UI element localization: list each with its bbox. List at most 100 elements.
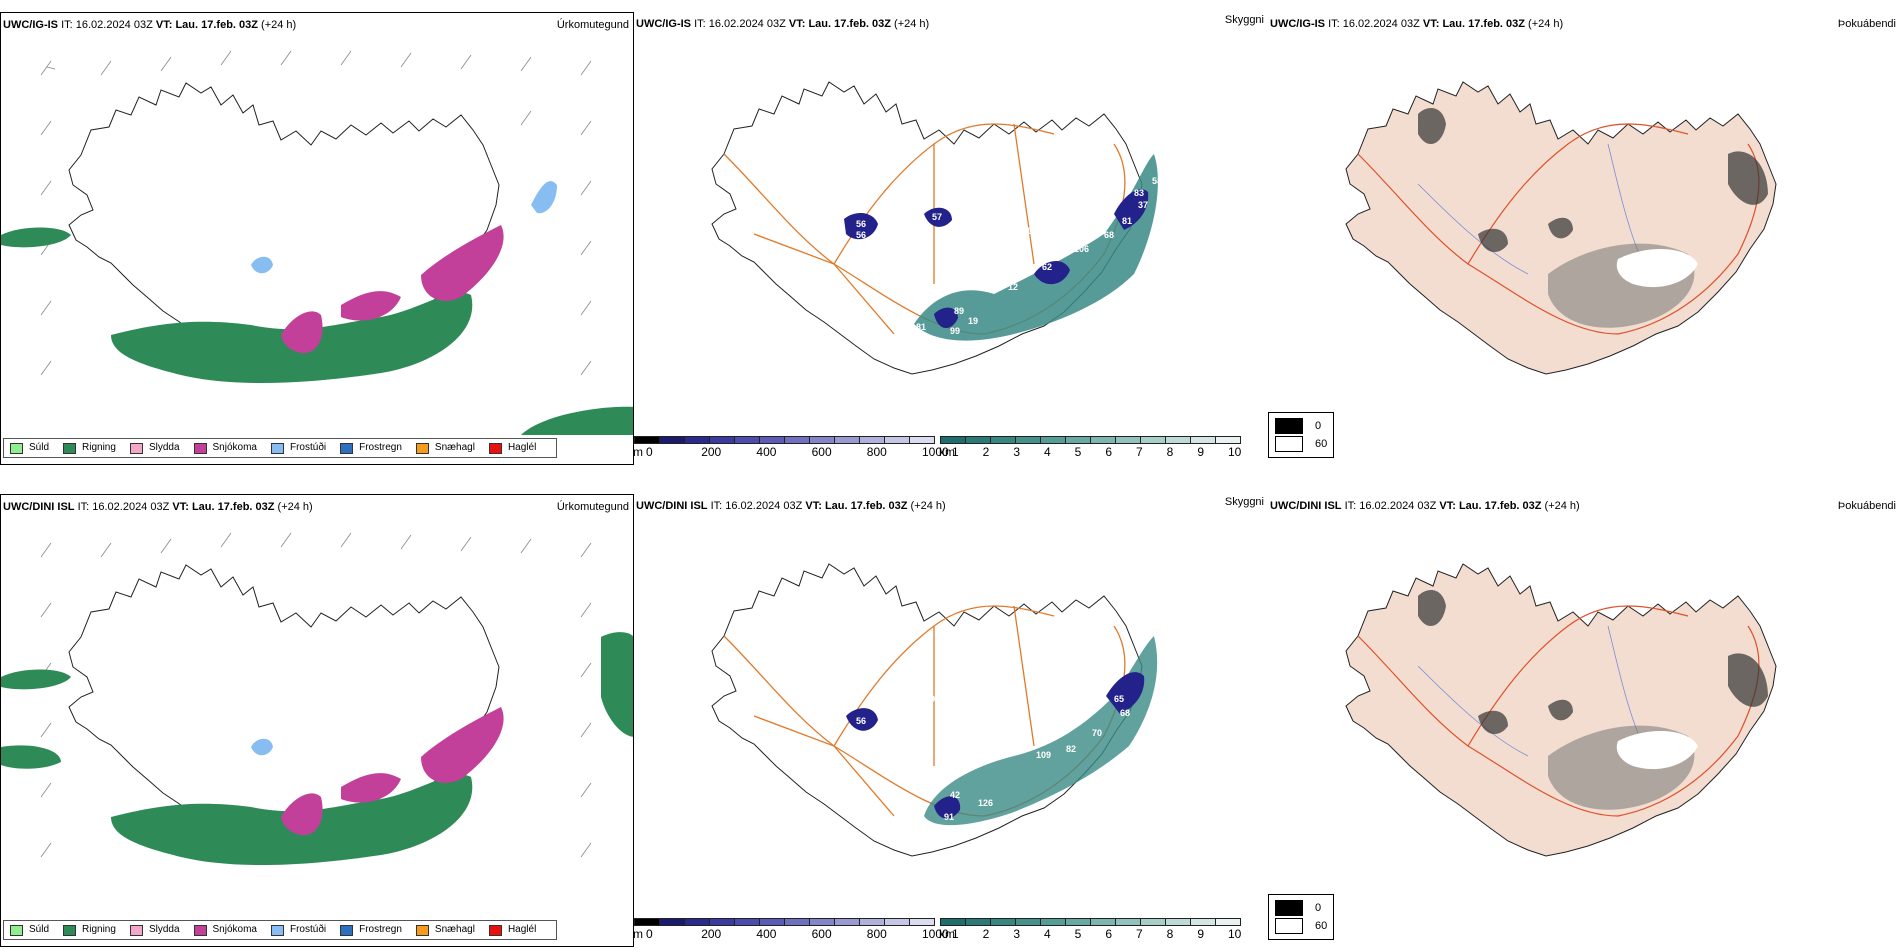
vis-label: 106 — [1074, 244, 1089, 254]
colorbar-unit-km: km — [939, 927, 955, 941]
model-name: UWC/IG-IS — [636, 18, 691, 30]
legend-item: Frostúði — [270, 441, 326, 455]
legend-label: Súld — [29, 442, 50, 453]
visibility-map: 56 56 54 57 42 23 99 64 83 58 37 81 68 1… — [704, 81, 1162, 375]
fog-legend-swatch — [1275, 436, 1303, 452]
colorbar-tick: 2 — [982, 445, 990, 459]
vis-label: 99 — [950, 326, 960, 336]
legend-swatch — [193, 924, 207, 936]
visibility-panel-top: UWC/IG-IS IT: 16.02.2024 03Z VT: Lau. 17… — [634, 12, 1268, 465]
panel-header: UWC/IG-IS IT: 16.02.2024 03Z VT: Lau. 17… — [3, 17, 633, 33]
fog-legend-swatch — [1275, 900, 1303, 916]
colorbar-segment — [759, 436, 785, 444]
colorbar-segment — [784, 918, 810, 926]
colorbar-tick: 200 — [701, 927, 722, 941]
fog-legend-item: 0 — [1275, 417, 1327, 435]
vis-label: 56 — [856, 219, 866, 229]
colorbar-segment — [1015, 918, 1041, 926]
it-value: 16.02.2024 03Z — [708, 18, 786, 30]
lead-time: (+24 h) — [261, 19, 297, 31]
legend-swatch — [488, 924, 502, 936]
vis-colorbar-m: m 0 200 400 600 800 1000 — [634, 918, 949, 942]
vt-label: VT: — [172, 501, 189, 513]
model-name: UWC/IG-IS — [1270, 18, 1325, 30]
vis-label: 68 — [1120, 708, 1130, 718]
vis-label: 23 — [704, 206, 714, 216]
vis-label: 58 — [1152, 176, 1162, 186]
colorbar-tick: 800 — [866, 445, 887, 459]
colorbar-segment — [709, 918, 735, 926]
snow-area — [281, 707, 504, 836]
very-low-vis — [846, 672, 1145, 819]
vt-label: VT: — [1422, 18, 1440, 30]
fog-white — [1616, 730, 1698, 770]
it-value: 16.02.2024 03Z — [725, 500, 803, 512]
rain-area-west — [1, 227, 71, 248]
legend-swatch — [488, 442, 502, 454]
fog-white — [1616, 248, 1698, 288]
vt-label: VT: — [155, 19, 173, 31]
legend-item: Snjókoma — [193, 923, 257, 937]
vis-label: 65 — [1114, 694, 1124, 704]
colorbar-segment — [859, 918, 885, 926]
colorbar-tick: 1 — [952, 445, 959, 459]
fog-legend-item: 60 — [1275, 435, 1327, 453]
vt-value: Lau. 17.feb. 03Z — [1442, 18, 1525, 30]
colorbar-segment — [965, 918, 991, 926]
colorbar-tick: 8 — [1166, 445, 1174, 459]
vis-label: 99 — [920, 236, 930, 246]
fog-legend-item: 0 — [1275, 899, 1327, 917]
legend-item: Haglél — [488, 441, 536, 455]
panel-header: UWC/DINI ISL IT: 16.02.2024 03Z VT: Lau.… — [636, 496, 1268, 514]
it-value: 16.02.2024 03Z — [92, 501, 170, 513]
vis-label: 12 — [1008, 282, 1018, 292]
lead-time: (+24 h) — [1528, 18, 1564, 30]
legend-label: Frostregn — [359, 442, 402, 453]
legend-item: Snjókoma — [193, 441, 257, 455]
vis-label: 42 — [824, 176, 834, 186]
colorbar-tick: 6 — [1105, 927, 1113, 941]
colorbar-segment — [684, 918, 710, 926]
colorbar-tick: 2 — [982, 927, 990, 941]
vt-label: VT: — [788, 18, 806, 30]
vis-label: 56 — [856, 230, 866, 240]
colorbar-segment — [965, 436, 991, 444]
visibility-panel-bottom: UWC/DINI ISL IT: 16.02.2024 03Z VT: Lau.… — [634, 494, 1268, 947]
colorbar-segment — [1115, 436, 1141, 444]
colorbar-segment — [1040, 436, 1066, 444]
panel-title: Skyggni — [1224, 496, 1264, 508]
colorbar-unit-km: km — [939, 445, 955, 459]
legend-label: Snjókoma — [212, 442, 257, 453]
legend-item: Rigning — [63, 441, 116, 455]
vt-label: VT: — [1439, 500, 1456, 512]
vis-label: 81 — [916, 322, 926, 332]
precip-panel-top: UWC/IG-IS IT: 16.02.2024 03Z VT: Lau. 17… — [0, 12, 634, 465]
colorbar-segment — [1090, 436, 1116, 444]
fog-legend-label: 0 — [1315, 902, 1322, 914]
vis-label: 89 — [954, 306, 964, 316]
colorbar-tick: 1000 — [922, 927, 949, 941]
vis-label: 42 — [950, 790, 960, 800]
vis-label: 81 — [1122, 216, 1132, 226]
colorbar-tick: 4 — [1044, 445, 1051, 459]
rain-area-west — [1, 669, 71, 769]
model-name: UWC/IG-IS — [3, 19, 58, 31]
legend-label: Rigning — [82, 924, 116, 935]
legend-swatch — [415, 442, 429, 454]
model-name: UWC/DINI ISL — [3, 501, 75, 513]
colorbar-tick: 400 — [756, 445, 777, 459]
vis-label: 70 — [1092, 728, 1102, 738]
fog-map — [1345, 563, 1777, 857]
fog-legend: 0 60 — [1268, 894, 1335, 940]
vis-label: 64 — [904, 258, 914, 268]
fog-legend-label: 60 — [1315, 438, 1328, 450]
colorbar-tick: 600 — [811, 927, 832, 941]
snow-area — [281, 225, 504, 354]
vis-label: 12 — [1026, 226, 1036, 236]
fog-legend-swatch — [1275, 918, 1303, 934]
vis-label: 82 — [1014, 708, 1024, 718]
vt-value: Lau. 17.feb. 03Z — [1458, 500, 1542, 512]
panel-title: Þokuábendi — [1837, 18, 1896, 30]
it-value: 16.02.2024 03Z — [75, 19, 153, 31]
vis-label: 57 — [932, 212, 942, 222]
